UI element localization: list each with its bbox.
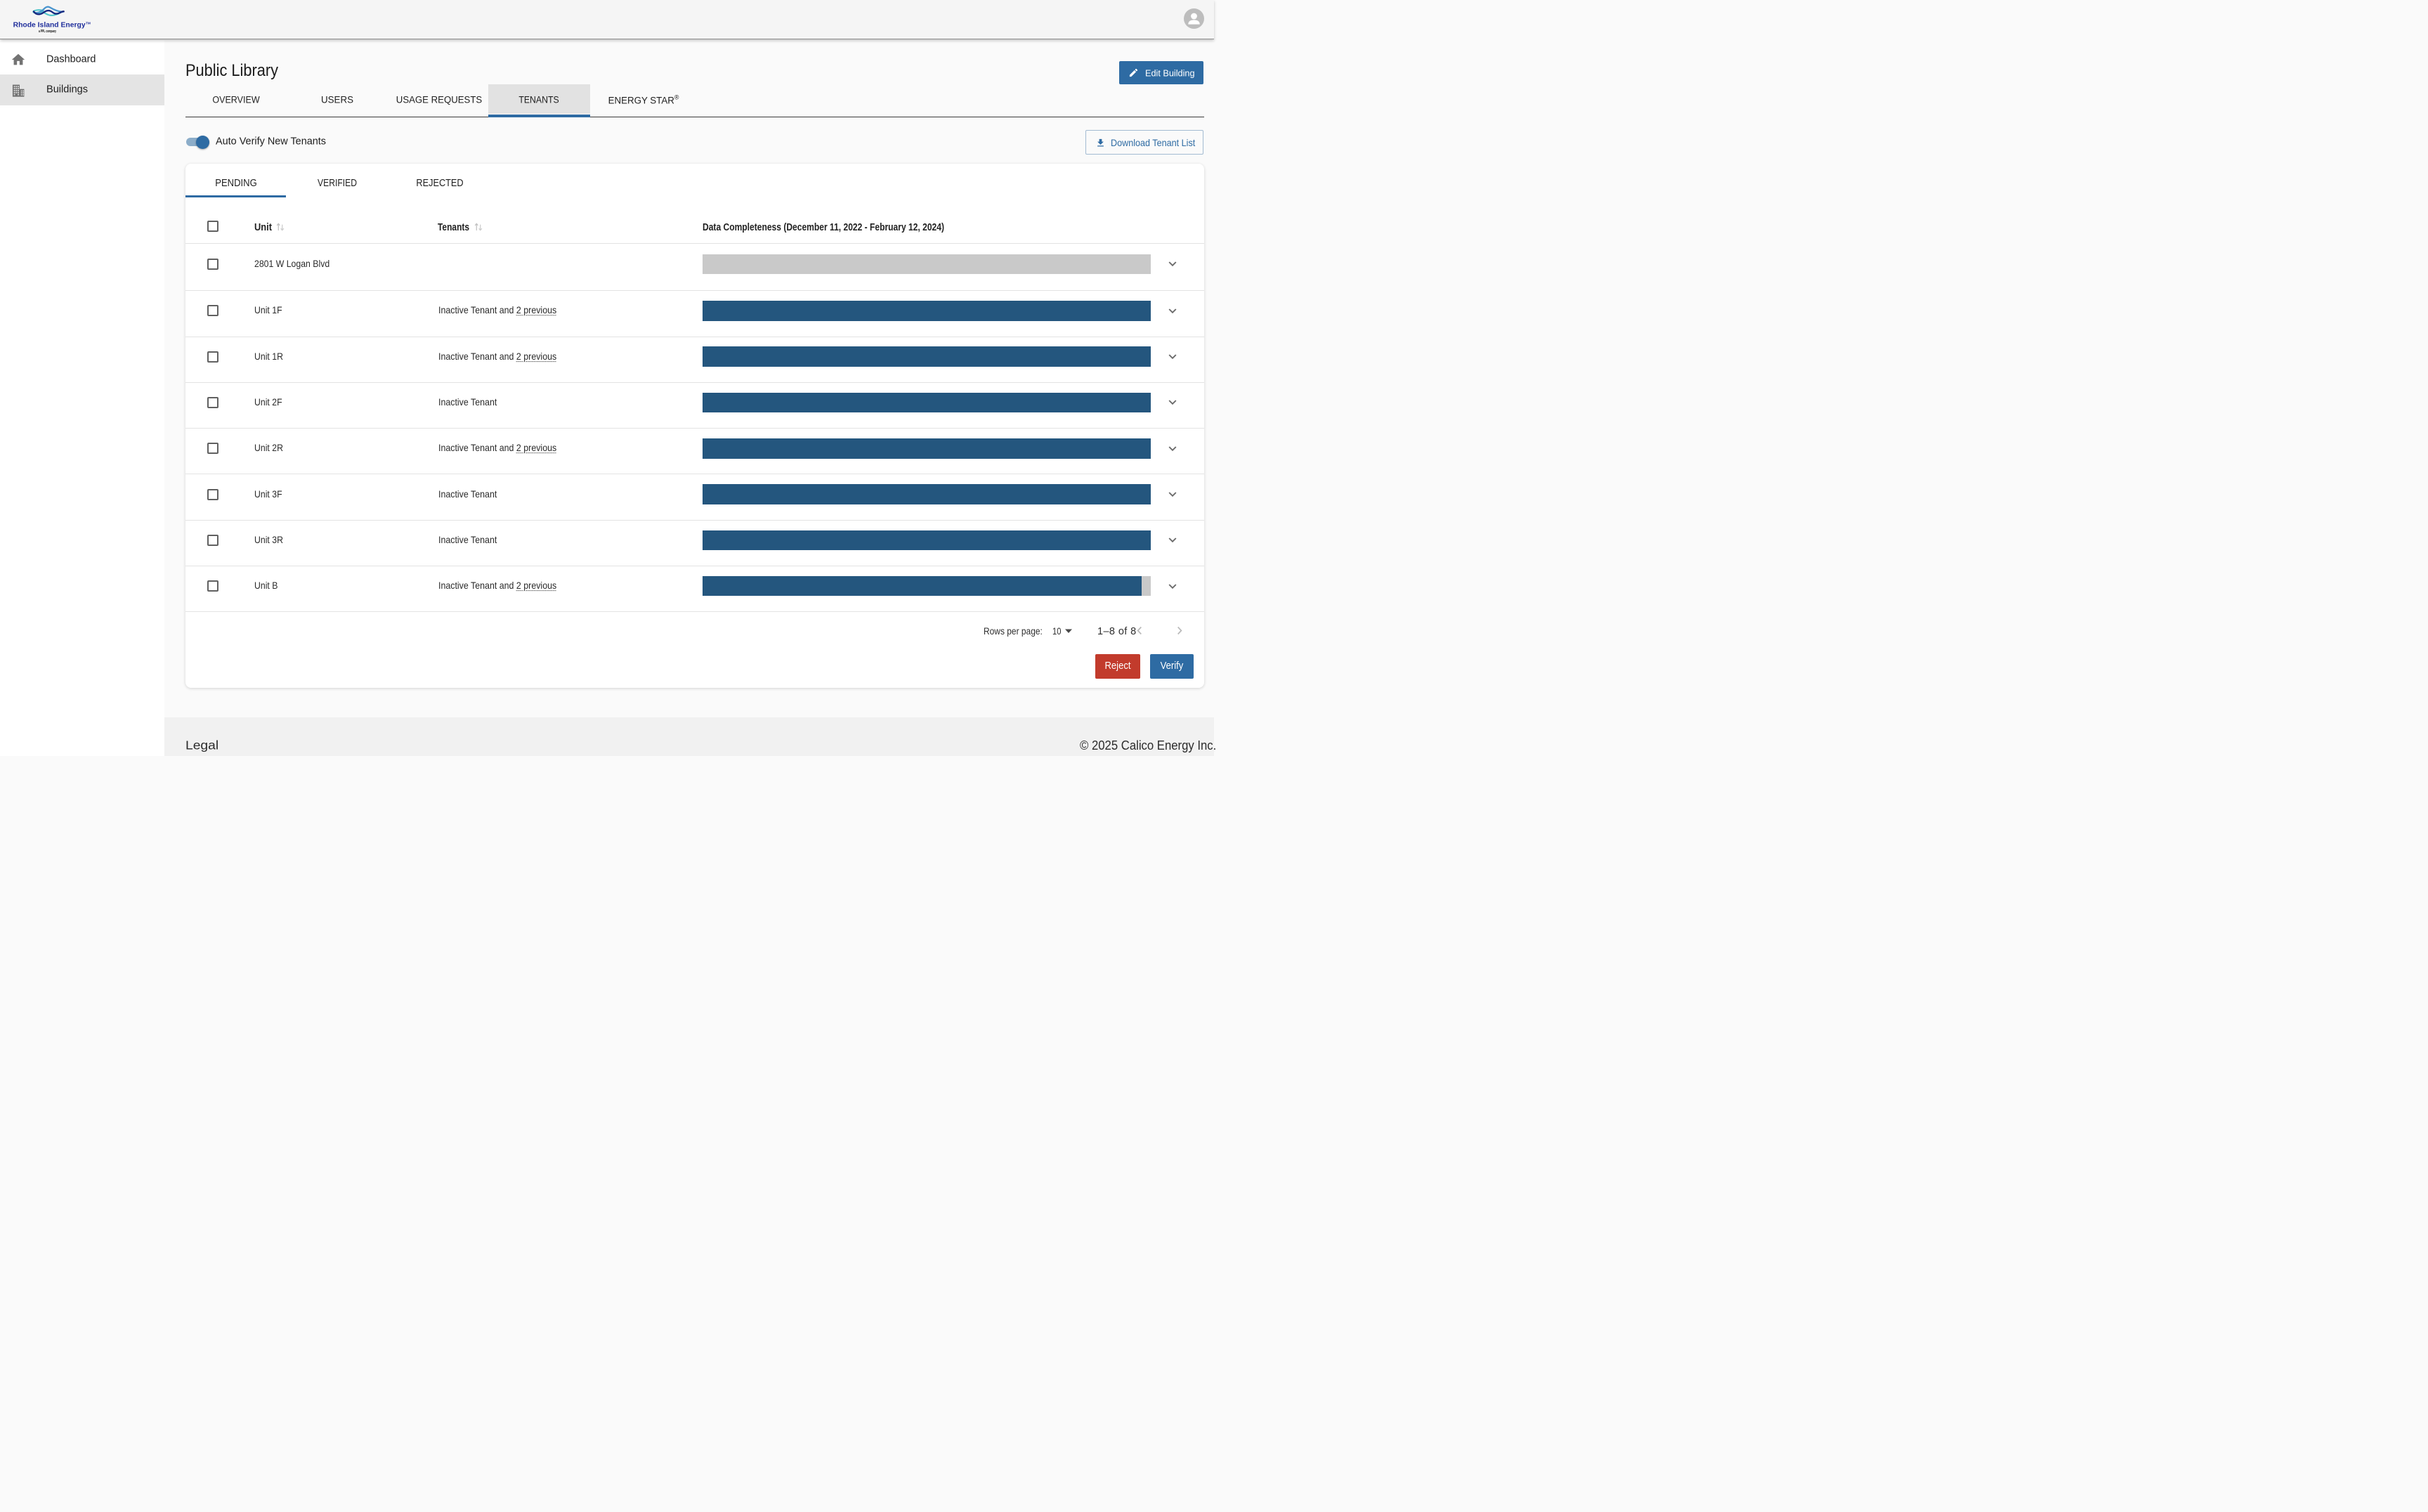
svg-text:Rhode Island Energy: Rhode Island Energy [13,22,86,30]
svg-text:TM: TM [86,22,91,26]
svg-text:a PPL company: a PPL company [39,30,57,34]
